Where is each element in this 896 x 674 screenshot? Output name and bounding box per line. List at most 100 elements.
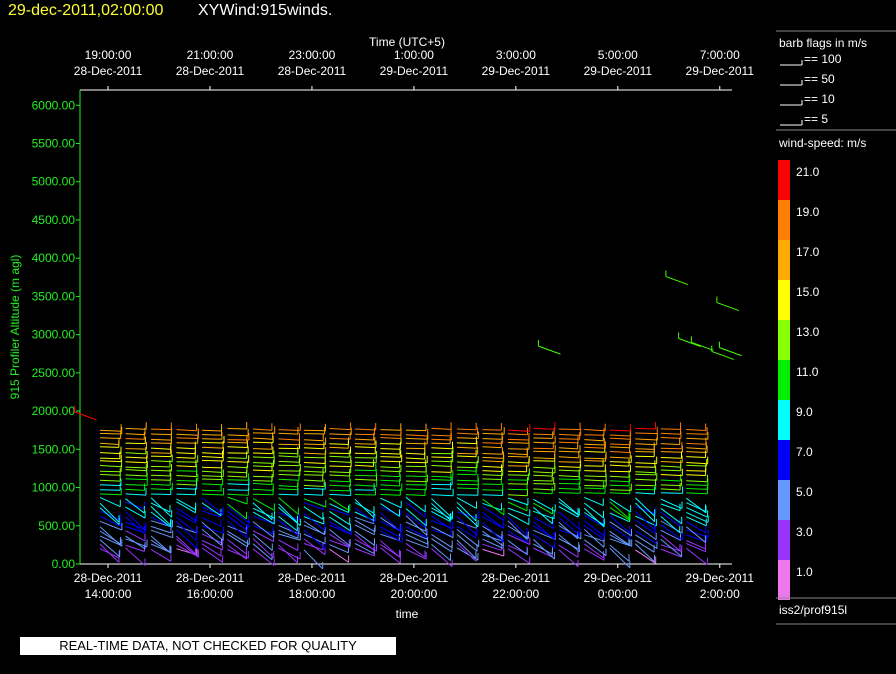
wind-barb: [227, 496, 248, 505]
wind-barb: [252, 452, 273, 455]
wind-barb: [150, 460, 173, 463]
wind-barb: [201, 493, 224, 496]
wind-barb: [99, 457, 120, 460]
wind-barb: [482, 432, 505, 435]
wind-barb: [278, 519, 298, 536]
wind-barb: [482, 548, 504, 557]
wind-barb: [686, 474, 706, 476]
wind-barb: [558, 456, 579, 459]
wind-barb: [201, 506, 223, 516]
wind-barb: [201, 521, 224, 541]
wind-barb: [456, 515, 478, 536]
x-tick-top-time: 21:00:00: [187, 48, 234, 62]
wind-barb: [252, 521, 275, 538]
wind-barb: [482, 442, 503, 444]
wind-barb: [303, 520, 325, 536]
wind-barb: [584, 492, 606, 494]
wind-barb: [405, 488, 427, 491]
wind-barb: [456, 428, 477, 431]
wind-barb: [533, 516, 554, 529]
wind-barb: [482, 478, 502, 480]
wind-barb: [584, 439, 604, 442]
wind-barb: [609, 515, 631, 534]
wind-barb: [99, 460, 122, 463]
wind-barb: [558, 466, 581, 468]
wind-barb: [278, 432, 299, 435]
wind-barb: [660, 503, 681, 512]
wind-barb: [201, 483, 223, 486]
x-tick-top-time: 1:00:00: [394, 48, 434, 62]
wind-barb: [227, 506, 249, 523]
wind-barb: [176, 535, 199, 557]
x-tick-top-date: 28-Dec-2011: [176, 64, 245, 78]
wind-barb: [303, 538, 326, 556]
wind-barb: [150, 511, 171, 528]
wind-barb: [660, 465, 681, 468]
wind-barb: [609, 498, 631, 513]
wind-barb: [303, 447, 324, 450]
wind-barb: [686, 451, 708, 453]
wind-barb: [686, 429, 706, 431]
colorbar-swatch: [778, 440, 790, 480]
wind-barb: [303, 466, 326, 469]
wind-barb: [405, 501, 426, 518]
wind-barb: [380, 443, 402, 445]
wind-barb: [150, 525, 172, 534]
wind-barb: [99, 510, 121, 521]
wind-barb: [635, 427, 656, 430]
wind-barb: [252, 469, 273, 472]
wind-barb: [99, 484, 122, 487]
wind-barb: [609, 480, 630, 483]
wind-barb: [201, 489, 222, 492]
wind-barb: [329, 443, 349, 445]
wind-barb: [329, 484, 351, 487]
wind-barb: [303, 498, 326, 508]
wind-barb: [686, 511, 709, 523]
wind-barb: [584, 460, 606, 462]
wind-barb: [354, 438, 374, 441]
wind-barb: [125, 484, 148, 486]
wind-barb: [482, 456, 504, 459]
wind-barb: [150, 474, 171, 477]
wind-barb: [252, 548, 275, 566]
wind-barb: [431, 465, 452, 467]
wind-barb: [533, 471, 556, 474]
wind-barb: [431, 487, 451, 490]
wind-barb: [227, 489, 249, 491]
wind-barb: [278, 503, 298, 524]
x-tick-date: 28-Dec-2011: [278, 571, 347, 585]
wind-barb: [482, 470, 502, 472]
wind-barb: [635, 462, 657, 465]
wind-barb: [176, 437, 199, 439]
colorbar-label: 21.0: [796, 165, 820, 179]
source-label: iss2/prof915l: [779, 603, 847, 617]
wind-barb: [176, 470, 197, 472]
wind-barb: [329, 497, 351, 512]
wind-barb: [354, 484, 377, 487]
wind-barb: [252, 511, 275, 525]
wind-barb: [660, 469, 681, 472]
wind-barb: [227, 533, 248, 548]
wind-barb: [99, 520, 123, 531]
wind-barb: [99, 496, 121, 508]
wind-barb: [686, 507, 708, 518]
wind-barb: [609, 475, 630, 478]
wind-barb: [583, 520, 605, 537]
wind-barb: [584, 543, 604, 559]
wind-barb: [252, 428, 272, 431]
wind-barb: [660, 488, 681, 491]
wind-barb: [125, 474, 147, 477]
quality-notice: REAL-TIME DATA, NOT CHECKED FOR QUALITY: [20, 637, 396, 655]
wind-barb: [354, 474, 377, 477]
wind-barb: [405, 475, 427, 477]
wind-barb: [456, 437, 479, 439]
wind-barb: [482, 460, 504, 463]
wind-barb: [431, 479, 451, 481]
wind-barb: [227, 441, 247, 444]
x-tick-top-time: 5:00:00: [598, 48, 638, 62]
title-product: XYWind:915winds.: [198, 2, 333, 19]
wind-barb: [201, 543, 222, 557]
y-tick-label: 5500.00: [32, 137, 76, 151]
wind-barb: [176, 512, 196, 524]
wind-barb: [125, 493, 147, 496]
